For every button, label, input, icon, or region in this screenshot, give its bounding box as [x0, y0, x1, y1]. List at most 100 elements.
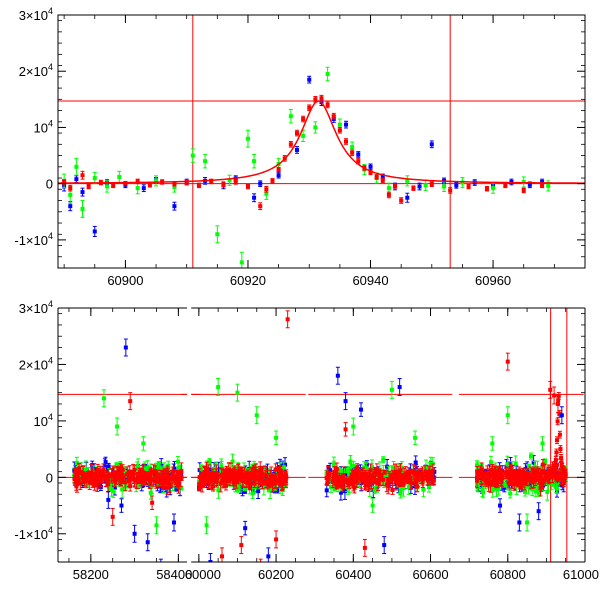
bottom-red-point — [239, 466, 244, 481]
bottom-red-point — [508, 463, 513, 478]
top-blue-point — [276, 171, 281, 179]
top-red-point — [233, 179, 238, 185]
bottom-red-point — [89, 472, 94, 480]
bottom-red-point — [416, 468, 421, 477]
top-green-point — [245, 129, 250, 148]
top-blue-point — [454, 182, 459, 189]
top-green-point — [92, 171, 97, 185]
bottom-red-point — [531, 470, 536, 480]
bottom-red-point — [505, 352, 510, 371]
top-blue-point — [80, 187, 85, 197]
bottom-red-point — [132, 472, 137, 488]
top-red-point — [466, 183, 471, 190]
top-red-point — [429, 181, 434, 187]
top-red-point — [337, 126, 342, 134]
bottom-green-point — [481, 486, 486, 499]
top-plot-area — [58, 15, 585, 268]
top-x-tick-label: 60900 — [107, 273, 143, 288]
bottom-blue-point — [171, 513, 176, 532]
top-red-point — [221, 182, 226, 188]
bottom-spike — [546, 392, 568, 480]
bottom-red-point — [123, 473, 128, 492]
top-red-point — [258, 202, 263, 211]
bottom-blue-point — [536, 502, 541, 521]
bottom-green-point — [490, 436, 495, 451]
bottom-y-tick-label: 2×104 — [19, 355, 53, 372]
bottom-blue-point — [498, 498, 503, 513]
bottom-red-point — [277, 476, 282, 485]
top-green-point — [423, 179, 428, 191]
top-red-point — [147, 182, 152, 188]
bottom-red-point — [362, 538, 367, 557]
bottom-spike-point — [557, 410, 562, 418]
bottom-red-point — [552, 386, 557, 405]
bottom-red-point — [475, 473, 480, 489]
bottom-x-tick-label: 60800 — [490, 567, 526, 582]
bottom-red-point — [346, 476, 351, 484]
bottom-spike-point — [555, 417, 560, 426]
bottom-cluster-red — [72, 458, 568, 497]
bottom-red-point — [363, 473, 368, 490]
top-red-point — [294, 129, 299, 137]
bottom-x-tick-label: 60600 — [412, 567, 448, 582]
bottom-red-point — [548, 380, 553, 399]
bottom-red-point — [126, 470, 131, 488]
top-series-blue — [62, 75, 545, 238]
bottom-red-point — [245, 472, 250, 481]
bottom-red-point — [72, 474, 77, 484]
top-blue-point — [92, 225, 97, 238]
bottom-red-point — [128, 392, 133, 411]
top-blue-point — [368, 163, 373, 171]
bottom-green-point — [154, 516, 159, 535]
bottom-blue-point — [517, 513, 522, 532]
bottom-red-point — [285, 310, 290, 329]
top-red-point — [245, 183, 250, 190]
bottom-green-point — [351, 417, 356, 436]
bottom-y-tick-label: 3×104 — [19, 299, 53, 316]
bottom-red-point — [106, 476, 111, 483]
bottom-red-point — [247, 484, 252, 491]
top-red-point — [503, 182, 508, 189]
top-panel: 60900 60920 60940 60960 -1×104 0 104 2×104 3×104 — [14, 6, 586, 288]
bottom-green-point — [540, 436, 545, 451]
bottom-green-point — [175, 456, 180, 468]
top-blue-point — [252, 193, 257, 203]
bottom-blue-point — [266, 547, 271, 562]
bottom-axis-break — [187, 307, 192, 563]
top-blue-point — [429, 140, 434, 149]
bottom-green-point — [551, 479, 556, 487]
top-x-tick-label: 60940 — [352, 273, 388, 288]
bottom-green-point — [508, 488, 513, 499]
bottom-red-point — [425, 471, 430, 486]
bottom-red-point — [207, 468, 212, 478]
bottom-red-point — [84, 472, 89, 489]
top-blue-point — [74, 175, 79, 184]
top-red-point — [393, 183, 398, 189]
bottom-red-point — [429, 474, 434, 481]
top-blue-point — [307, 75, 312, 84]
bottom-green-point — [389, 380, 394, 399]
bottom-x-tick-label: 60200 — [258, 567, 294, 582]
bottom-green-point — [525, 513, 530, 532]
top-red-point — [325, 101, 330, 109]
bottom-red-point — [555, 394, 560, 413]
bottom-red-point — [150, 495, 155, 511]
bottom-green-point — [555, 483, 560, 494]
top-green-point — [442, 180, 447, 193]
bottom-blue-point — [208, 553, 213, 562]
bottom-red-point — [151, 464, 156, 479]
bottom-y-tick-label: 104 — [34, 412, 53, 429]
bottom-plot-area — [58, 308, 584, 562]
top-model-curve — [58, 100, 585, 184]
bottom-green-point — [254, 406, 259, 425]
bottom-red-point — [490, 476, 495, 487]
bottom-blue-point — [119, 498, 124, 513]
bottom-red-point — [503, 467, 508, 480]
bottom-red-point — [412, 470, 417, 476]
bottom-spike-point — [563, 470, 568, 479]
top-y-tick-label: -1×104 — [14, 231, 53, 248]
bottom-red-point — [496, 474, 501, 484]
top-red-point — [374, 174, 379, 180]
bottom-red-point — [120, 464, 125, 476]
top-green-point — [252, 153, 257, 169]
